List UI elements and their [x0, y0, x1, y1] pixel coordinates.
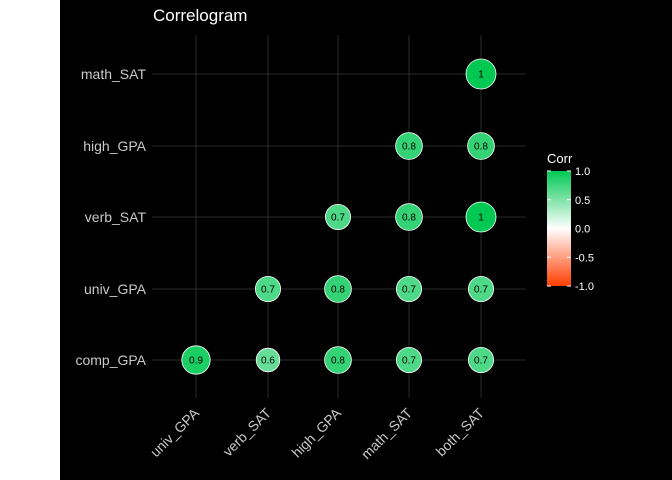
corr-cell: 0.7: [254, 275, 281, 302]
corr-cell: 0.7: [395, 346, 422, 373]
corr-value-label: 0.7: [474, 356, 488, 367]
corr-cell: 0.8: [467, 132, 495, 160]
corr-value-label: 0.8: [331, 356, 345, 367]
y-tick-label: comp_GPA: [75, 352, 146, 368]
legend: Corr 1.0 0.5 0.0 -0.5 -1.0: [547, 151, 594, 293]
corr-circle: [395, 132, 423, 160]
corr-value-label: 0.8: [331, 285, 345, 296]
corr-cell: 0.7: [324, 203, 351, 230]
corr-cell: 0.8: [324, 275, 352, 303]
corr-value-label: 0.7: [261, 285, 275, 296]
corr-cell: 1: [465, 58, 497, 90]
corr-cell: 1: [465, 201, 497, 233]
y-tick-label: high_GPA: [83, 138, 146, 154]
corr-cell: 0.8: [395, 132, 423, 160]
corr-value-label: 0.7: [474, 285, 488, 296]
corr-value-label: 0.8: [402, 213, 416, 224]
legend-tick-label: 1.0: [575, 166, 590, 178]
correlation-cells: 0.9 0.6 0.8 0.7 0.7 0.7 0.8 0.7 0.7 0.7 0.8 1 0.8 0.8…: [181, 58, 497, 375]
corr-circle: [395, 346, 422, 373]
legend-ticks: 1.0 0.5 0.0 -0.5 -1.0: [547, 166, 594, 293]
corr-circle: [395, 203, 423, 231]
corr-cell: 0.8: [395, 203, 423, 231]
legend-tick-label: 0.0: [575, 224, 590, 236]
corr-cell: 0.7: [467, 346, 494, 373]
plot-panel: Correlogram comp_GPA univ_GPA verb_SAT high…: [60, 0, 672, 480]
corr-value-label: 0.7: [402, 285, 416, 296]
x-axis-labels: univ_GPA verb_SAT high_GPA math_SAT both_SAT: [147, 404, 487, 462]
y-tick-label: univ_GPA: [84, 281, 147, 297]
legend-tick-label: -0.5: [575, 252, 594, 264]
x-tick-label: univ_GPA: [147, 404, 203, 460]
corr-circle: [395, 275, 422, 302]
corr-value-label: 0.7: [331, 213, 345, 224]
legend-tick-label: 0.5: [575, 195, 590, 207]
corr-circle: [324, 346, 352, 374]
x-tick-label: both_SAT: [433, 404, 488, 459]
corr-circle: [467, 346, 494, 373]
corr-cell: 0.6: [255, 347, 281, 373]
corr-value-label: 0.9: [189, 356, 203, 367]
x-tick-label: math_SAT: [358, 404, 416, 462]
corr-circle: [255, 347, 281, 373]
corr-circle: [467, 132, 495, 160]
corr-cell: 0.7: [467, 275, 494, 302]
x-tick-label: verb_SAT: [220, 404, 275, 459]
corr-circle: [324, 203, 351, 230]
y-tick-label: math_SAT: [81, 66, 147, 82]
corr-cell: 0.8: [324, 346, 352, 374]
corr-circle: [465, 201, 497, 233]
corr-cell: 0.9: [181, 345, 211, 375]
corr-circle: [467, 275, 494, 302]
corr-value-label: 0.8: [474, 142, 488, 153]
correlogram-chart: Correlogram comp_GPAuniv_GPAverb_SAThigh…: [75, 6, 594, 462]
y-tick-label: verb_SAT: [85, 209, 147, 225]
corr-circle: [181, 345, 211, 375]
legend-title: Corr: [547, 151, 573, 166]
corr-value-label: 0.8: [402, 142, 416, 153]
corr-value-label: 1: [478, 70, 484, 81]
y-axis-labels: comp_GPA univ_GPA verb_SAT high_GPA math_SAT: [75, 66, 146, 368]
x-tick-label: high_GPA: [288, 404, 344, 460]
chart-title: Correlogram: [153, 6, 247, 25]
corr-value-label: 0.6: [261, 356, 275, 367]
corr-value-label: 0.7: [402, 356, 416, 367]
corr-circle: [324, 275, 352, 303]
legend-tick-label: -1.0: [575, 281, 594, 293]
corr-value-label: 1: [478, 213, 484, 224]
corr-circle: [465, 58, 497, 90]
corr-circle: [254, 275, 281, 302]
corr-cell: 0.7: [395, 275, 422, 302]
